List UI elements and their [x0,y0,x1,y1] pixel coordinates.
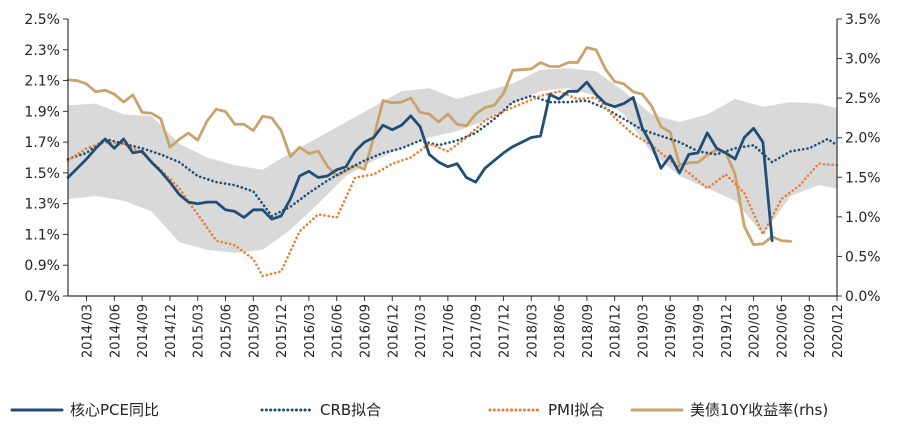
y-right-tick-label: 3.5% [845,12,881,28]
y-left-tick-label: 1.7% [24,135,60,151]
y-left-tick-label: 1.3% [24,197,60,213]
y-right-tick-label: 0.5% [845,249,881,265]
legend: 核心PCE同比 CRB拟合 PMI拟合 美债10Y收益率(rhs) [10,401,828,419]
y-right-tick-label: 3.0% [845,52,881,68]
x-tick-label: 2019/03 [636,304,651,358]
range-band [68,68,837,253]
y-left-tick-label: 2.5% [24,12,60,28]
y-left-tick-label: 1.1% [24,227,60,243]
legend-label-1: CRB拟合 [320,401,381,419]
series-layer [66,46,839,278]
x-tick-label: 2018/09 [581,304,596,358]
legend-label-0: 核心PCE同比 [70,401,159,419]
series-line-0 [66,80,774,243]
x-tick-label: 2016/06 [331,304,346,358]
x-tick-label: 2014/06 [108,304,123,358]
series-line-1 [66,94,839,218]
x-tick-label: 2020/06 [775,304,790,358]
y-right-tick-label: 2.0% [845,131,881,147]
x-tick-label: 2014/12 [164,304,179,358]
x-tick-label: 2016/03 [303,304,318,358]
x-tick-label: 2017/09 [470,304,485,358]
x-tick-label: 2018/12 [609,304,624,358]
x-tick-label: 2015/03 [192,304,207,358]
x-tick-label: 2020/03 [748,304,763,358]
y-left-tick-label: 0.7% [24,289,60,305]
x-tick-label: 2017/06 [442,304,457,358]
series-line-3 [66,46,793,247]
legend-label-2: PMI拟合 [548,401,604,419]
legend-label-3: 美债10Y收益率(rhs) [690,401,828,419]
y-left-tick-label: 1.5% [24,166,60,182]
axis-layer: 0.7% 0.9% 1.1% 1.3% 1.5% 1.7% 1.9% 2.1% 2.3% 2.5%… [24,12,880,358]
x-tick-label: 2015/09 [247,304,262,358]
y-left-tick-label: 2.1% [24,74,60,90]
y-right-tick-label: 2.5% [845,91,881,107]
y-left-tick-label: 0.9% [24,258,60,274]
x-tick-label: 2016/09 [359,304,374,358]
x-tick-label: 2014/03 [81,304,96,358]
x-tick-label: 2016/12 [386,304,401,358]
x-tick-label: 2018/03 [525,304,540,358]
x-tick-label: 2020/09 [803,304,818,358]
x-tick-label: 2015/12 [275,304,290,358]
x-tick-label: 2019/06 [664,304,679,358]
x-tick-label: 2020/12 [831,304,846,358]
y-left-tick-label: 1.9% [24,104,60,120]
x-tick-label: 2019/12 [720,304,735,358]
x-tick-label: 2014/09 [136,304,151,358]
y-right-tick-label: 1.5% [845,170,881,186]
x-tick-label: 2017/03 [414,304,429,358]
x-tick-label: 2015/06 [220,304,235,358]
x-tick-label: 2017/12 [498,304,513,358]
y-right-tick-label: 1.0% [845,210,881,226]
range-band-layer [68,68,837,253]
y-left-tick-label: 2.3% [24,43,60,59]
x-tick-label: 2018/06 [553,304,568,358]
series-line-2 [66,90,839,278]
x-tick-label: 2019/09 [692,304,707,358]
y-right-tick-label: 0.0% [845,289,881,305]
